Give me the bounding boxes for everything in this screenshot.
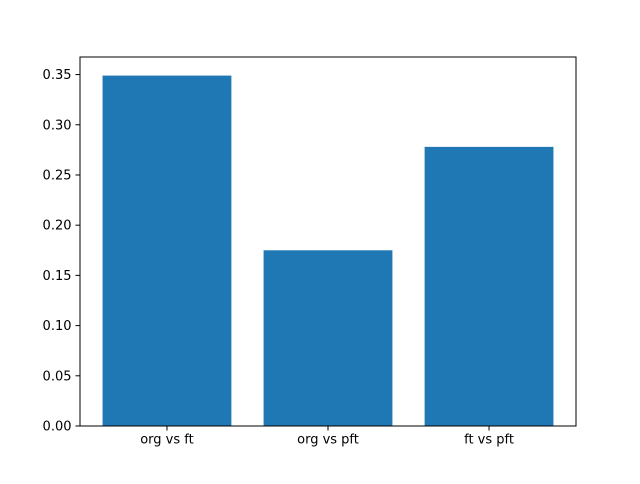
y-tick-label: 0.05 xyxy=(43,369,72,384)
bar-org-vs-ft xyxy=(102,75,232,426)
y-tick-label: 0.20 xyxy=(43,219,72,234)
x-tick-label: org vs ft xyxy=(140,433,194,448)
bar-org-vs-pft xyxy=(263,250,393,426)
x-tick-label: ft vs pft xyxy=(464,433,514,448)
y-axis-ticks: 0.00 0.05 0.10 0.15 0.20 0.25 0.30 0.35 xyxy=(43,68,80,435)
axes-frame xyxy=(79,56,577,427)
y-tick-label: 0.35 xyxy=(43,68,72,83)
bar-ft-vs-pft xyxy=(424,146,554,426)
x-axis-ticks: org vs ft org vs pft ft vs pft xyxy=(140,426,514,448)
y-tick-label: 0.10 xyxy=(43,319,72,334)
x-tick-label: org vs pft xyxy=(297,433,359,448)
bars-group xyxy=(102,75,554,426)
y-tick-label: 0.25 xyxy=(43,168,72,183)
y-tick-label: 0.30 xyxy=(43,118,72,133)
y-tick-label: 0.15 xyxy=(43,269,72,284)
y-tick-label: 0.00 xyxy=(43,420,72,435)
